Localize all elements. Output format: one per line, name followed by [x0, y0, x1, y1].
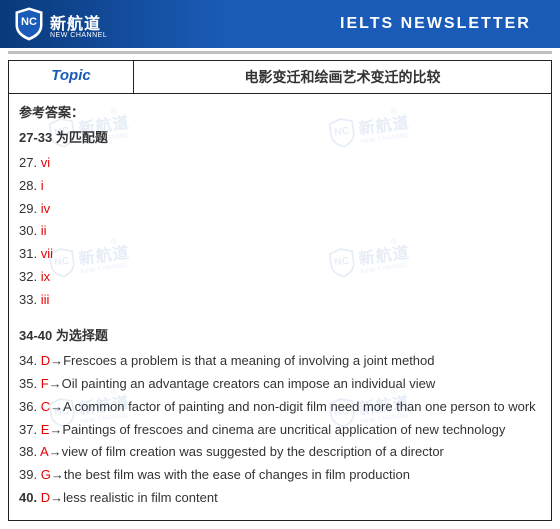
item-number: 34. [19, 353, 41, 368]
match-item: 27. vi [19, 152, 541, 175]
item-number: 36. [19, 399, 41, 414]
item-text: →view of film creation was suggested by … [49, 444, 444, 459]
item-answer: ii [41, 223, 47, 238]
match-item: 30. ii [19, 220, 541, 243]
item-number: 33. [19, 292, 41, 307]
logo-text-cn: 新航道 [50, 16, 101, 33]
item-number: 30. [19, 223, 41, 238]
match-item: 28. i [19, 175, 541, 198]
item-answer: i [41, 178, 44, 193]
svg-text:NC: NC [21, 16, 37, 28]
item-text: →the best film was with the ease of chan… [51, 467, 410, 482]
item-letter: D [41, 353, 50, 368]
item-number: 29. [19, 201, 41, 216]
item-answer: iii [41, 292, 50, 307]
item-number: 37. [19, 422, 41, 437]
choice-item: 35. F→Oil painting an advantage creators… [19, 373, 541, 396]
match-item: 33. iii [19, 289, 541, 312]
choice-item: 34. D→Frescoes a problem is that a meani… [19, 350, 541, 373]
reference-label: 参考答案： [19, 102, 541, 121]
item-answer: vii [41, 246, 53, 261]
item-answer: vi [41, 155, 50, 170]
answers-body: NC新航道NEW CHANNEL® NC新航道NEW CHANNEL® NC新航… [9, 94, 551, 520]
item-text: →Oil painting an advantage creators can … [49, 376, 436, 391]
choice-list: 34. D→Frescoes a problem is that a meani… [19, 350, 541, 509]
item-letter: A [40, 444, 49, 459]
match-item: 31. vii [19, 243, 541, 266]
item-number: 32. [19, 269, 41, 284]
choice-item: 40. D→less realistic in film content [19, 487, 541, 510]
topic-value: 电影变迁和绘画艺术变迁的比较 [134, 61, 551, 93]
choice-item: 39. G→the best film was with the ease of… [19, 464, 541, 487]
choice-item: 37. E→Paintings of frescoes and cinema a… [19, 419, 541, 442]
shield-icon: NC [14, 7, 44, 41]
item-number: 28. [19, 178, 41, 193]
item-number: 31. [19, 246, 41, 261]
item-text: →less realistic in film content [50, 490, 218, 505]
match-item: 32. ix [19, 266, 541, 289]
item-letter: C [41, 399, 50, 414]
header-title: IELTS NEWSLETTER [340, 15, 531, 33]
item-text: →Frescoes a problem is that a meaning of… [50, 353, 434, 368]
item-letter: G [41, 467, 51, 482]
item-answer: ix [41, 269, 50, 284]
item-letter: D [41, 490, 50, 505]
item-text: →Paintings of frescoes and cinema are un… [49, 422, 505, 437]
content-table: Topic 电影变迁和绘画艺术变迁的比较 NC新航道NEW CHANNEL® N… [8, 60, 552, 521]
item-text: →A common factor of painting and non-dig… [50, 399, 536, 414]
item-number: 27. [19, 155, 41, 170]
match-item: 29. iv [19, 198, 541, 221]
item-number: 35. [19, 376, 41, 391]
item-number: 40. [19, 490, 41, 505]
header-underline [8, 51, 552, 54]
header-bar: NC 新航道 NEW CHANNEL IELTS NEWSLETTER [0, 0, 560, 48]
item-number: 38. [19, 444, 40, 459]
item-answer: iv [41, 201, 50, 216]
topic-row: Topic 电影变迁和绘画艺术变迁的比较 [9, 61, 551, 94]
choice-item: 36. C→A common factor of painting and no… [19, 396, 541, 419]
item-letter: F [41, 376, 49, 391]
brand-logo: NC 新航道 NEW CHANNEL [14, 7, 107, 41]
match-section-title: 27-33 为匹配题 [19, 127, 541, 146]
item-number: 39. [19, 467, 41, 482]
choice-section-title: 34-40 为选择题 [19, 325, 541, 344]
choice-item: 38. A→view of film creation was suggeste… [19, 441, 541, 464]
logo-text-en: NEW CHANNEL [50, 32, 107, 39]
match-list: 27. vi28. i29. iv30. ii31. vii32. ix33. … [19, 152, 541, 311]
topic-label: Topic [9, 61, 134, 93]
